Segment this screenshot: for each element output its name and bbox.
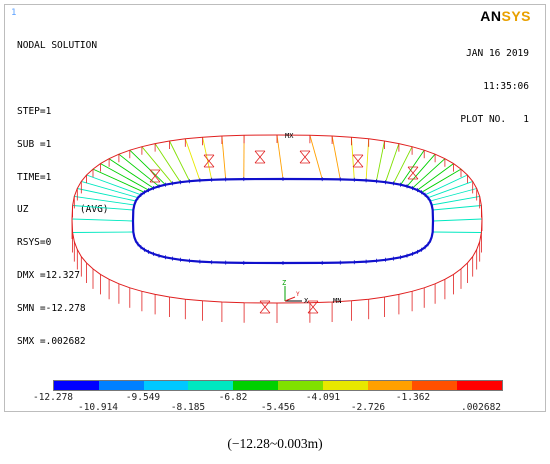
- cable-ray: [432, 218, 483, 222]
- cable-ray: [129, 149, 166, 186]
- cable-ray: [432, 231, 482, 233]
- legend-swatch: [277, 381, 323, 390]
- inner-ring-ticks: [132, 177, 434, 265]
- axis-z-label: Z: [282, 279, 286, 287]
- plot-window: 1 ANSYS NODAL SOLUTION STEP=1 SUB =1 TIM…: [4, 4, 546, 413]
- legend-label: -9.549: [125, 392, 161, 403]
- cable-ray: [385, 143, 400, 183]
- truss-mark: [299, 150, 311, 164]
- cable-ray: [375, 140, 385, 182]
- truss-mark: [254, 150, 266, 164]
- legend-color-bar: [53, 380, 503, 391]
- cable-ray: [331, 135, 341, 180]
- cable-ray: [309, 135, 323, 180]
- cable-ray: [431, 195, 480, 206]
- cable-ray: [77, 188, 136, 202]
- cable-rays: [71, 134, 483, 233]
- cable-ray: [221, 135, 227, 180]
- axis-y-label: Y: [296, 291, 300, 298]
- legend-label: .002682: [460, 402, 502, 413]
- truss-mark: [149, 169, 161, 183]
- cable-ray: [100, 163, 149, 191]
- legend-swatch: [54, 381, 99, 390]
- date-line: PLOT NO. 1: [460, 114, 529, 125]
- cable-ray: [169, 140, 191, 182]
- legend-swatch: [188, 381, 234, 390]
- logo-sys: SYS: [501, 8, 531, 24]
- contour-legend: -12.278 -9.549 -6.82 -4.091 -1.362 -10.9…: [33, 380, 503, 413]
- info-line: DMX =12.327: [17, 270, 80, 282]
- legend-swatch: [457, 381, 502, 390]
- truss-mark: [307, 300, 319, 314]
- legend-label: -1.362: [395, 392, 431, 403]
- legend-label: -4.091: [305, 392, 341, 403]
- cable-ray: [184, 138, 201, 181]
- info-line: TIME=1: [17, 171, 52, 183]
- truss-mark: [352, 154, 364, 168]
- legend-label: -2.726: [350, 402, 386, 413]
- cable-ray: [417, 163, 454, 191]
- ansys-logo: ANSYS: [480, 8, 531, 24]
- info-line: SMX =.002682: [17, 336, 86, 348]
- solution-info: NODAL SOLUTION STEP=1 SUB =1 TIME=1 UZ (…: [17, 18, 109, 369]
- truss-mark: [407, 166, 419, 180]
- ring-structure-model: MX MN Z X Y: [71, 132, 483, 323]
- min-marker: MN: [333, 297, 341, 305]
- outer-posts: [71, 135, 483, 323]
- cable-ray: [141, 146, 173, 184]
- cable-ray: [406, 153, 436, 187]
- cable-ray: [74, 195, 135, 206]
- info-line: UZ (AVG): [17, 204, 109, 216]
- window-number: 1: [11, 8, 17, 18]
- legend-swatch: [412, 381, 458, 390]
- cable-ray: [427, 180, 473, 199]
- cable-ray: [92, 168, 145, 193]
- axis-x-label: X: [304, 297, 309, 305]
- cable-ray: [424, 174, 468, 196]
- legend-label: -10.914: [77, 402, 119, 413]
- cable-ray: [276, 134, 284, 180]
- info-line: SMN =-12.278: [17, 303, 86, 315]
- info-line: NODAL SOLUTION: [17, 40, 98, 51]
- max-marker: MX: [285, 132, 294, 140]
- cable-ray: [81, 180, 139, 199]
- legend-label: -12.278: [32, 392, 74, 403]
- cable-ray: [365, 138, 370, 181]
- legend-swatch: [233, 381, 278, 390]
- cable-ray: [350, 137, 355, 180]
- cable-ray: [432, 205, 482, 211]
- date-info: JAN 16 2019 11:35:06 PLOT NO. 1: [460, 26, 529, 147]
- inner-ring: [131, 177, 435, 265]
- cable-ray: [108, 158, 154, 189]
- date-line: JAN 16 2019: [466, 48, 529, 59]
- triad: Z X Y: [282, 279, 309, 305]
- legend-swatch: [98, 381, 144, 390]
- logo-an: AN: [480, 8, 502, 24]
- cable-ray: [72, 231, 134, 233]
- legend-swatch: [367, 381, 413, 390]
- truss-marks: [149, 150, 419, 314]
- figure-caption: (−12.28~0.003m): [227, 436, 323, 451]
- legend-label: -8.185: [170, 402, 206, 413]
- legend-label: -5.456: [260, 402, 296, 413]
- truss-mark: [203, 154, 215, 168]
- cable-ray: [421, 168, 462, 193]
- cable-ray: [118, 153, 160, 187]
- legend-swatch: [322, 381, 368, 390]
- cable-ray: [86, 174, 142, 196]
- truss-mark: [259, 300, 271, 314]
- cable-ray: [393, 146, 413, 184]
- info-line: STEP=1: [17, 105, 52, 117]
- cable-ray: [430, 188, 477, 202]
- cable-ray: [72, 205, 134, 211]
- cable-ray: [412, 158, 446, 189]
- legend-label: -6.82: [218, 392, 248, 403]
- date-line: 11:35:06: [483, 81, 529, 92]
- cable-ray: [400, 149, 425, 185]
- info-line: RSYS=0: [17, 237, 52, 249]
- cable-ray: [154, 143, 181, 183]
- legend-swatch: [143, 381, 189, 390]
- info-line: SUB =1: [17, 138, 52, 150]
- cable-ray: [71, 218, 134, 222]
